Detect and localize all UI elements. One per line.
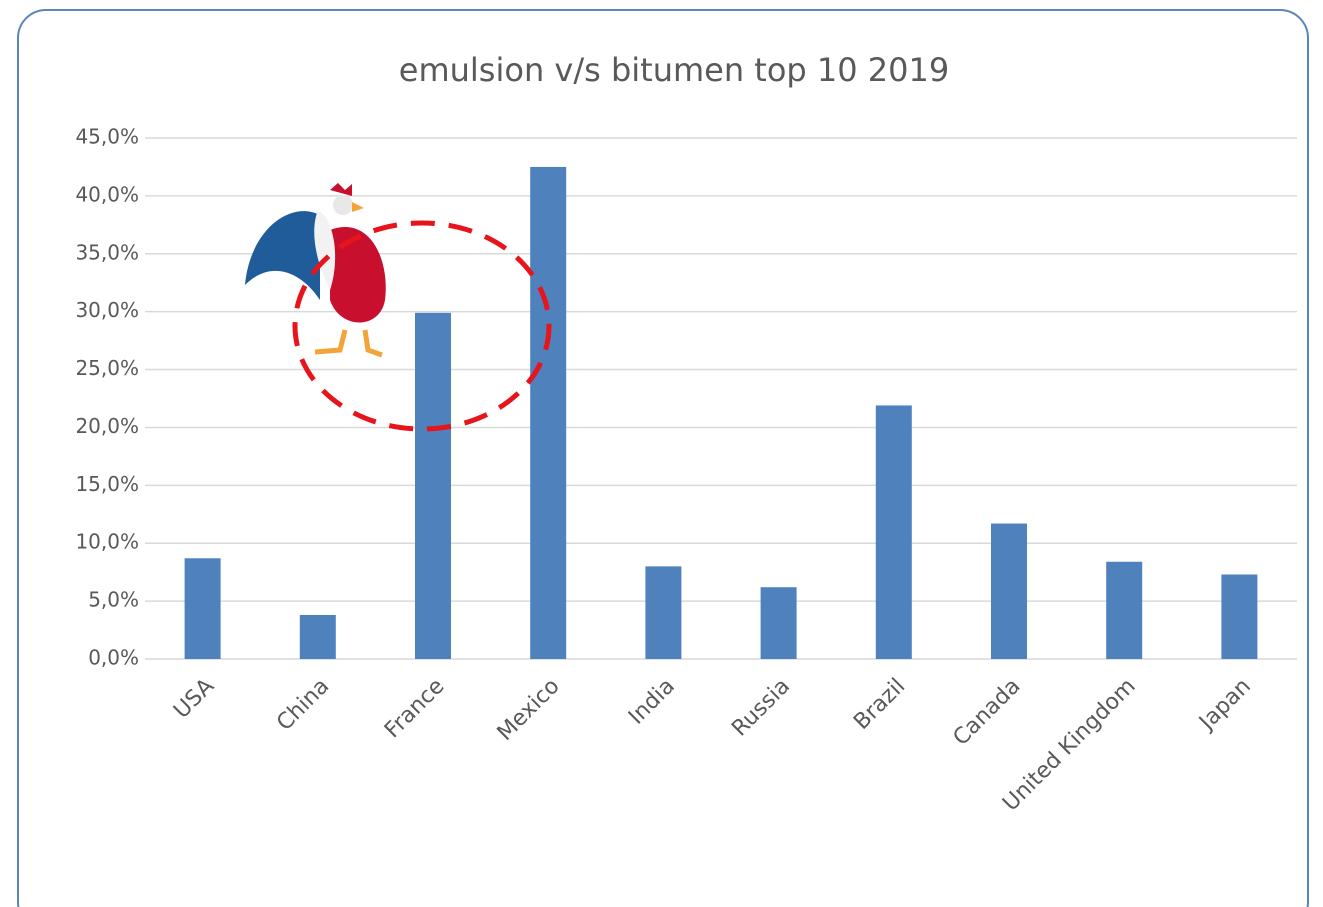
chart-frame <box>17 9 1309 907</box>
rooster-body <box>330 227 386 323</box>
rooster-neck <box>314 210 336 290</box>
bar <box>184 558 221 659</box>
bar <box>645 566 682 659</box>
y-tick-label: 30,0% <box>75 298 139 322</box>
y-tick-label: 40,0% <box>75 182 139 206</box>
rooster-beak <box>352 202 364 212</box>
bar <box>415 312 451 659</box>
y-tick-label: 5,0% <box>88 588 139 612</box>
y-tick-label: 20,0% <box>75 414 139 438</box>
bar <box>760 587 797 659</box>
y-tick-label: 15,0% <box>75 472 139 496</box>
y-tick-label: 10,0% <box>75 530 139 554</box>
rooster-tail <box>245 211 320 300</box>
bar <box>1221 574 1258 659</box>
bar <box>991 523 1027 659</box>
rooster-comb <box>330 183 352 196</box>
bar <box>1106 561 1143 659</box>
rooster-legs <box>314 329 383 358</box>
rooster-illustration <box>245 183 386 358</box>
bar <box>875 405 912 659</box>
bar <box>530 166 567 659</box>
y-tick-label: 45,0% <box>75 125 139 149</box>
chart-title: emulsion v/s bitumen top 10 2019 <box>399 51 949 89</box>
plot-area: 0,0% 5,0% 10,0% 15,0% 20,0% 25,0% 30,0% 35,0% 40… <box>75 125 1297 816</box>
highlight-circle <box>292 220 552 432</box>
bar <box>299 615 336 659</box>
y-tick-label: 35,0% <box>75 240 139 264</box>
rooster-head <box>333 195 353 215</box>
y-tick-label: 25,0% <box>75 356 139 380</box>
y-tick-label: 0,0% <box>88 646 139 670</box>
